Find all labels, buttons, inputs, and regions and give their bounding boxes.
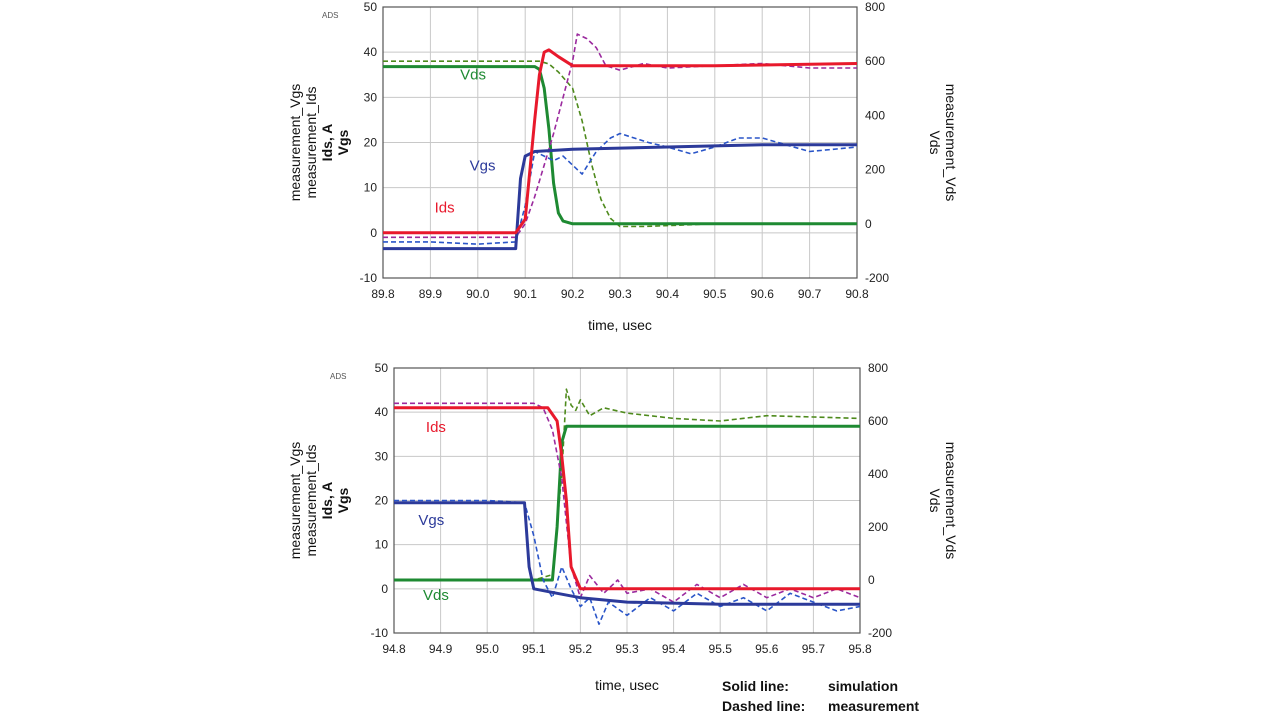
series-line-meas-ids [383, 33, 857, 239]
x-tick-label: 95.0 [476, 642, 500, 656]
x-tick-label: 95.7 [802, 642, 826, 656]
y-right-tick-label: 800 [865, 0, 885, 14]
legend-solid-value: simulation [828, 678, 898, 694]
plot-frame [382, 6, 858, 279]
x-tick-label: 95.3 [615, 642, 639, 656]
y-right-axis-label: Vds [927, 130, 943, 154]
legend-dashed-value: measurement [828, 698, 919, 714]
y-right-tick-label: 0 [865, 217, 872, 231]
x-tick-label: 94.9 [429, 642, 453, 656]
y-left-axis-label: Ids, A [319, 124, 335, 162]
series-line-vds [394, 424, 860, 582]
x-tick-label: 90.5 [703, 287, 727, 301]
y-left-tick-label: 20 [375, 494, 389, 508]
x-tick-label: 90.0 [466, 287, 490, 301]
y-left-tick-label: 20 [364, 136, 378, 150]
y-right-tick-label: 200 [868, 520, 888, 534]
series-line-ids [394, 406, 860, 591]
series-line-ids [383, 48, 858, 235]
y-right-tick-label: 800 [868, 361, 888, 375]
x-tick-label: 95.4 [662, 642, 686, 656]
x-tick-label: 90.7 [798, 287, 822, 301]
series-line-vgs [394, 501, 860, 606]
y-left-axis-label: Vgs [335, 487, 351, 513]
x-tick-label: 90.4 [656, 287, 680, 301]
y-right-tick-label: -200 [868, 626, 892, 640]
y-left-tick-label: 40 [364, 45, 378, 59]
y-left-tick-label: 50 [364, 0, 378, 14]
series-annotation-vds: Vds [460, 66, 486, 83]
series-line-vds [383, 65, 857, 226]
y-left-tick-label: 30 [375, 449, 389, 463]
x-tick-label: 95.2 [569, 642, 593, 656]
chart-switch-on: 89.8 89.9 90.0 90.1 90.2 90.3 90.4 90.5 90.6 90.7… [287, 0, 959, 333]
x-axis-label: time, usec [588, 317, 652, 333]
series-annotation-ids: Ids [435, 200, 455, 217]
y-right-tick-label: -200 [865, 271, 889, 285]
y-right-axis-label: measurement_Vds [943, 84, 959, 202]
y-left-axis-label: Ids, A [319, 482, 335, 520]
y-left-axis-label: Vgs [335, 129, 351, 155]
y-left-tick-label: 0 [370, 226, 377, 240]
y-right-axis-label: measurement_Vds [943, 442, 959, 560]
y-right-tick-label: 600 [868, 414, 888, 428]
y-left-tick-label: 40 [375, 405, 389, 419]
y-left-axis-label: measurement_Ids [303, 86, 319, 198]
series-annotation-vgs: Vgs [470, 158, 496, 175]
y-left-tick-label: 30 [364, 90, 378, 104]
y-right-tick-label: 400 [865, 108, 885, 122]
ads-tag: ADS [330, 372, 346, 381]
ads-tag: ADS [322, 11, 338, 20]
series-line-vgs [383, 143, 857, 251]
legend-solid-key: Solid line: [722, 678, 789, 694]
series-annotation-vgs: Vgs [418, 512, 444, 529]
chart-switch-off: 94.8 94.9 95.0 95.1 95.2 95.3 95.4 95.5 95.6 95.7… [287, 361, 959, 693]
y-left-tick-label: -10 [360, 271, 378, 285]
x-tick-label: 95.8 [848, 642, 872, 656]
y-right-tick-label: 600 [865, 54, 885, 68]
y-right-axis-label: Vds [927, 488, 943, 512]
series-line-meas-ids [394, 402, 861, 603]
legend-dashed-key: Dashed line: [722, 698, 805, 714]
x-tick-label: 95.5 [709, 642, 733, 656]
x-tick-label: 89.8 [371, 287, 395, 301]
series-annotation-ids: Ids [426, 419, 446, 436]
x-tick-label: 95.6 [755, 642, 779, 656]
y-left-tick-label: -10 [371, 626, 389, 640]
series-line-meas-vds [383, 60, 857, 228]
y-left-tick-label: 10 [375, 538, 389, 552]
y-left-tick-label: 50 [375, 361, 389, 375]
x-tick-label: 90.6 [751, 287, 775, 301]
y-left-tick-label: 10 [364, 181, 378, 195]
x-tick-label: 89.9 [419, 287, 443, 301]
series-annotation-vds: Vds [423, 587, 449, 604]
x-tick-label: 90.8 [845, 287, 869, 301]
series-line-meas-vgs [394, 499, 861, 626]
x-tick-label: 90.1 [514, 287, 538, 301]
y-left-axis-label: measurement_Vgs [287, 84, 303, 202]
y-right-tick-label: 0 [868, 573, 875, 587]
x-tick-label: 90.2 [561, 287, 585, 301]
y-left-axis-label: measurement_Vgs [287, 442, 303, 560]
x-tick-label: 90.3 [608, 287, 632, 301]
legend: Solid line: simulation Dashed line: meas… [722, 678, 919, 714]
y-left-axis-label: measurement_Ids [303, 444, 319, 556]
y-right-tick-label: 200 [865, 163, 885, 177]
y-left-tick-label: 0 [381, 582, 388, 596]
x-tick-label: 94.8 [382, 642, 406, 656]
x-axis-label: time, usec [595, 677, 659, 693]
y-right-tick-label: 400 [868, 467, 888, 481]
x-tick-label: 95.1 [522, 642, 546, 656]
